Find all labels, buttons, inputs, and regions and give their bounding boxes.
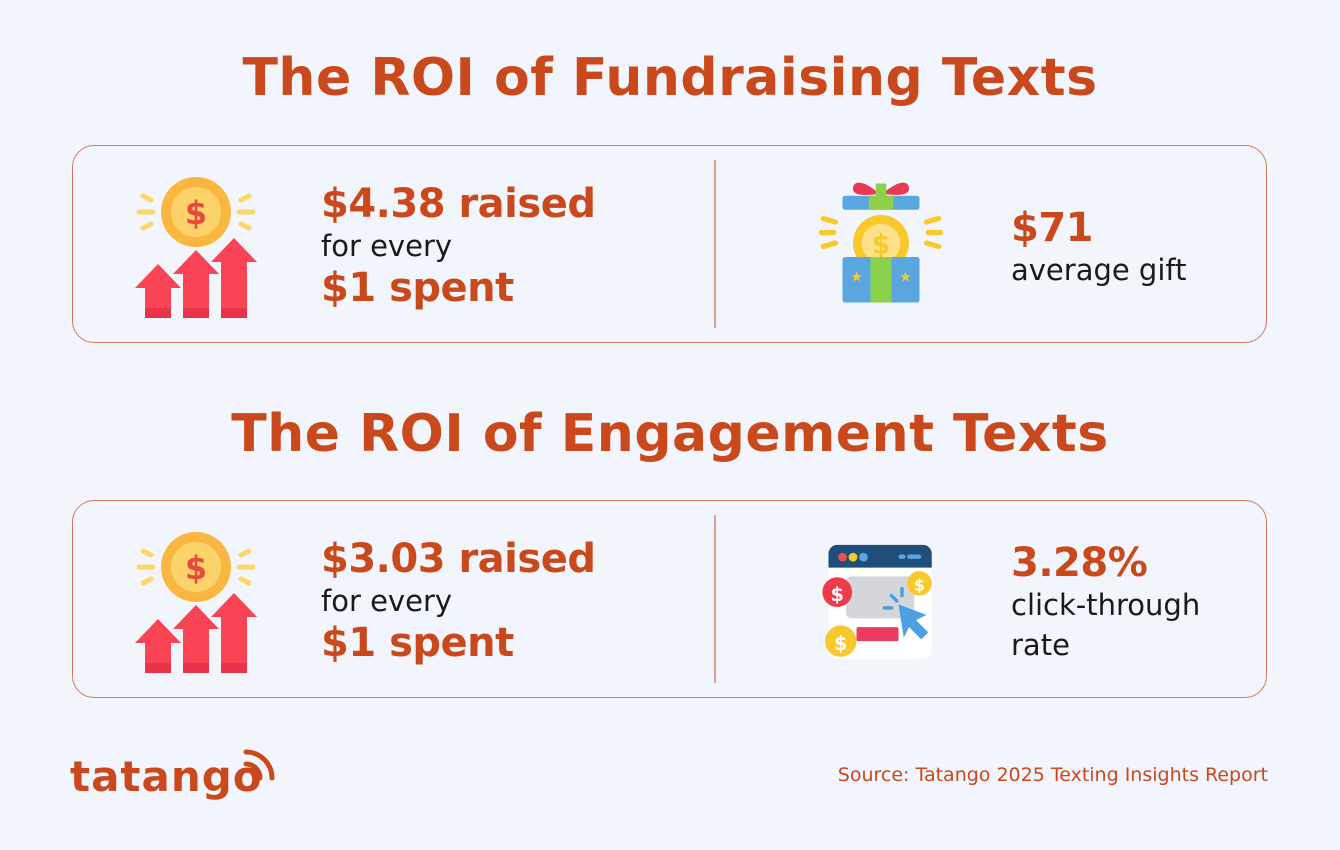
browser-click-icon: $ $ $ [822,544,932,659]
gift-box-coin-icon: $ ★ ★ [818,182,944,303]
engagement-stats-card: $ $3.03 raised for every $1 spent $ $ $ … [72,500,1267,698]
section-title-engagement: The ROI of Engagement Texts [231,404,1109,464]
svg-text:$: $ [872,231,890,261]
stat-label: rate [1011,628,1070,662]
engagement-roi-stat: $3.03 raised for every $1 spent [321,536,596,666]
stat-value: $3.03 raised [321,536,596,582]
stat-value: $1 spent [321,620,514,666]
card-divider [714,160,716,328]
stat-label: for every [321,584,453,618]
source-citation: Source: Tatango 2025 Texting Insights Re… [837,764,1268,786]
stat-value: $71 [1011,205,1094,251]
signal-waves-icon [243,749,275,781]
svg-text:★: ★ [850,270,863,286]
stat-value: $4.38 raised [321,181,596,227]
average-gift-stat: $71 average gift [1011,206,1186,290]
svg-text:$: $ [831,583,844,606]
stat-label: average gift [1011,253,1187,287]
section-title-fundraising: The ROI of Fundraising Texts [242,48,1098,108]
fundraising-roi-stat: $4.38 raised for every $1 spent [321,181,596,311]
tatango-logo: tatango [70,749,275,801]
stat-label: click-through [1011,588,1201,622]
stat-label: for every [321,229,453,263]
click-through-rate-stat: 3.28% click-through rate [1011,541,1200,665]
svg-text:★: ★ [899,270,912,286]
svg-text:$: $ [914,575,925,594]
svg-text:$: $ [185,194,207,232]
svg-text:$: $ [834,632,847,655]
card-divider [714,515,716,683]
stat-value: 3.28% [1011,540,1148,586]
money-growth-icon: $ [135,532,257,673]
money-growth-icon: $ [135,177,257,318]
logo-wordmark: tatango [70,752,263,801]
svg-text:$: $ [185,549,207,587]
stat-value: $1 spent [321,265,514,311]
fundraising-stats-card: $ $4.38 raised for every $1 spent $ ★ ★ … [72,145,1267,343]
